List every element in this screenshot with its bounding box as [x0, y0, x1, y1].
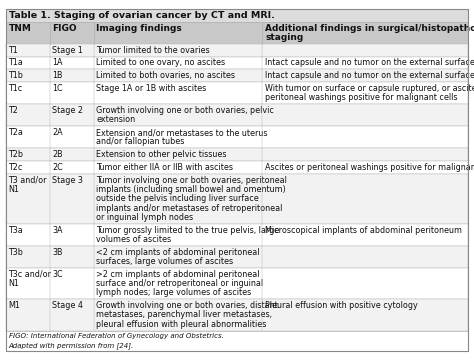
Text: Imaging findings: Imaging findings [96, 24, 182, 33]
Text: surface and/or retroperitoneal or inguinal: surface and/or retroperitoneal or inguin… [96, 279, 264, 288]
Text: Microscopical implants of abdominal peritoneum: Microscopical implants of abdominal peri… [265, 226, 462, 235]
Bar [6, 44, 468, 57]
Bar [6, 161, 468, 174]
Text: Stage 3: Stage 3 [53, 176, 83, 185]
Text: 3A: 3A [53, 226, 63, 235]
Bar [6, 69, 468, 82]
Text: T1: T1 [9, 46, 18, 55]
Text: Intact capsule and no tumor on the external surface: Intact capsule and no tumor on the exter… [265, 71, 474, 80]
Text: volumes of ascites: volumes of ascites [96, 235, 172, 244]
Text: 3C: 3C [53, 270, 63, 279]
Text: T3b: T3b [9, 248, 23, 257]
Text: Stage 1A or 1B with ascites: Stage 1A or 1B with ascites [96, 84, 207, 93]
Text: 1C: 1C [53, 84, 63, 93]
Bar [6, 9, 468, 22]
Text: Growth involving one or both ovaries, distant: Growth involving one or both ovaries, di… [96, 301, 278, 310]
Text: Extension to other pelvic tissues: Extension to other pelvic tissues [96, 150, 227, 159]
Text: N1: N1 [9, 185, 19, 194]
Text: FIGO: International Federation of Gynecology and Obstetrics.: FIGO: International Federation of Gyneco… [9, 333, 223, 339]
Text: Tumor involving one or both ovaries, peritoneal: Tumor involving one or both ovaries, per… [96, 176, 287, 185]
Text: Intact capsule and no tumor on the external surface: Intact capsule and no tumor on the exter… [265, 58, 474, 67]
Bar [6, 126, 468, 148]
Bar [6, 22, 468, 44]
Text: Tumor grossly limited to the true pelvis, large: Tumor grossly limited to the true pelvis… [96, 226, 280, 235]
Text: or inguinal lymph nodes: or inguinal lymph nodes [96, 213, 193, 222]
Text: T1c: T1c [9, 84, 23, 93]
Bar [6, 148, 468, 161]
Text: outside the pelvis including liver surface: outside the pelvis including liver surfa… [96, 194, 259, 203]
Text: 2B: 2B [53, 150, 63, 159]
Bar [6, 246, 468, 268]
Text: metastases, parenchymal liver metastases,: metastases, parenchymal liver metastases… [96, 310, 273, 319]
Text: With tumor on surface or capsule ruptured, or ascites or: With tumor on surface or capsule rupture… [265, 84, 474, 93]
Text: 2A: 2A [53, 128, 63, 137]
Bar [6, 82, 468, 104]
Text: <2 cm implants of abdominal peritoneal: <2 cm implants of abdominal peritoneal [96, 248, 260, 257]
Text: staging: staging [265, 33, 303, 42]
Text: T3a: T3a [9, 226, 23, 235]
Text: lymph nodes; large volumes of ascites: lymph nodes; large volumes of ascites [96, 288, 252, 297]
Bar [6, 330, 468, 351]
Text: Stage 4: Stage 4 [53, 301, 83, 310]
Text: T2b: T2b [9, 150, 24, 159]
Text: Tumor either IIA or IIB with ascites: Tumor either IIA or IIB with ascites [96, 163, 233, 172]
Text: and/or fallopian tubes: and/or fallopian tubes [96, 138, 185, 147]
Text: T3c and/or: T3c and/or [9, 270, 52, 279]
Text: T3 and/or: T3 and/or [9, 176, 47, 185]
Text: extension: extension [96, 115, 136, 124]
Text: Pleural effusion with positive cytology: Pleural effusion with positive cytology [265, 301, 418, 310]
Text: Tumor limited to the ovaries: Tumor limited to the ovaries [96, 46, 210, 55]
Bar [6, 224, 468, 246]
Text: M1: M1 [9, 301, 20, 310]
Text: peritoneal washings positive for malignant cells: peritoneal washings positive for maligna… [265, 93, 458, 102]
Text: T1b: T1b [9, 71, 23, 80]
Text: Limited to one ovary, no ascites: Limited to one ovary, no ascites [96, 58, 226, 67]
Text: 3B: 3B [53, 248, 63, 257]
Text: >2 cm implants of abdominal peritoneal: >2 cm implants of abdominal peritoneal [96, 270, 260, 279]
Text: implants (including small bowel and omentum): implants (including small bowel and omen… [96, 185, 286, 194]
Text: 2C: 2C [53, 163, 63, 172]
Text: Stage 2: Stage 2 [53, 106, 83, 115]
Text: T1a: T1a [9, 58, 23, 67]
Text: Ascites or peritoneal washings positive for malignant cells: Ascites or peritoneal washings positive … [265, 163, 474, 172]
Text: FIGO: FIGO [53, 24, 77, 33]
Bar [6, 174, 468, 224]
Text: N1: N1 [9, 279, 19, 288]
Text: Extension and/or metastases to the uterus: Extension and/or metastases to the uteru… [96, 128, 268, 137]
Bar [6, 268, 468, 299]
Text: Stage 1: Stage 1 [53, 46, 83, 55]
Text: T2a: T2a [9, 128, 23, 137]
Text: surfaces, large volumes of ascites: surfaces, large volumes of ascites [96, 257, 234, 266]
Text: T2c: T2c [9, 163, 23, 172]
Text: pleural effusion with pleural abnormalities: pleural effusion with pleural abnormalit… [96, 320, 267, 329]
Text: TNM: TNM [9, 24, 31, 33]
Text: Limited to both ovaries, no ascites: Limited to both ovaries, no ascites [96, 71, 236, 80]
Bar [6, 104, 468, 126]
Text: implants and/or metastases of retroperitoneal: implants and/or metastases of retroperit… [96, 204, 283, 213]
Text: Additional findings in surgical/histopathological: Additional findings in surgical/histopat… [265, 24, 474, 33]
Text: 1A: 1A [53, 58, 63, 67]
Bar [6, 299, 468, 330]
Text: Table 1. Staging of ovarian cancer by CT and MRI.: Table 1. Staging of ovarian cancer by CT… [9, 11, 274, 20]
Text: 1B: 1B [53, 71, 63, 80]
Text: Adapted with permission from [24].: Adapted with permission from [24]. [9, 342, 134, 349]
Bar [6, 57, 468, 69]
Text: T2: T2 [9, 106, 18, 115]
Text: Growth involving one or both ovaries, pelvic: Growth involving one or both ovaries, pe… [96, 106, 274, 115]
